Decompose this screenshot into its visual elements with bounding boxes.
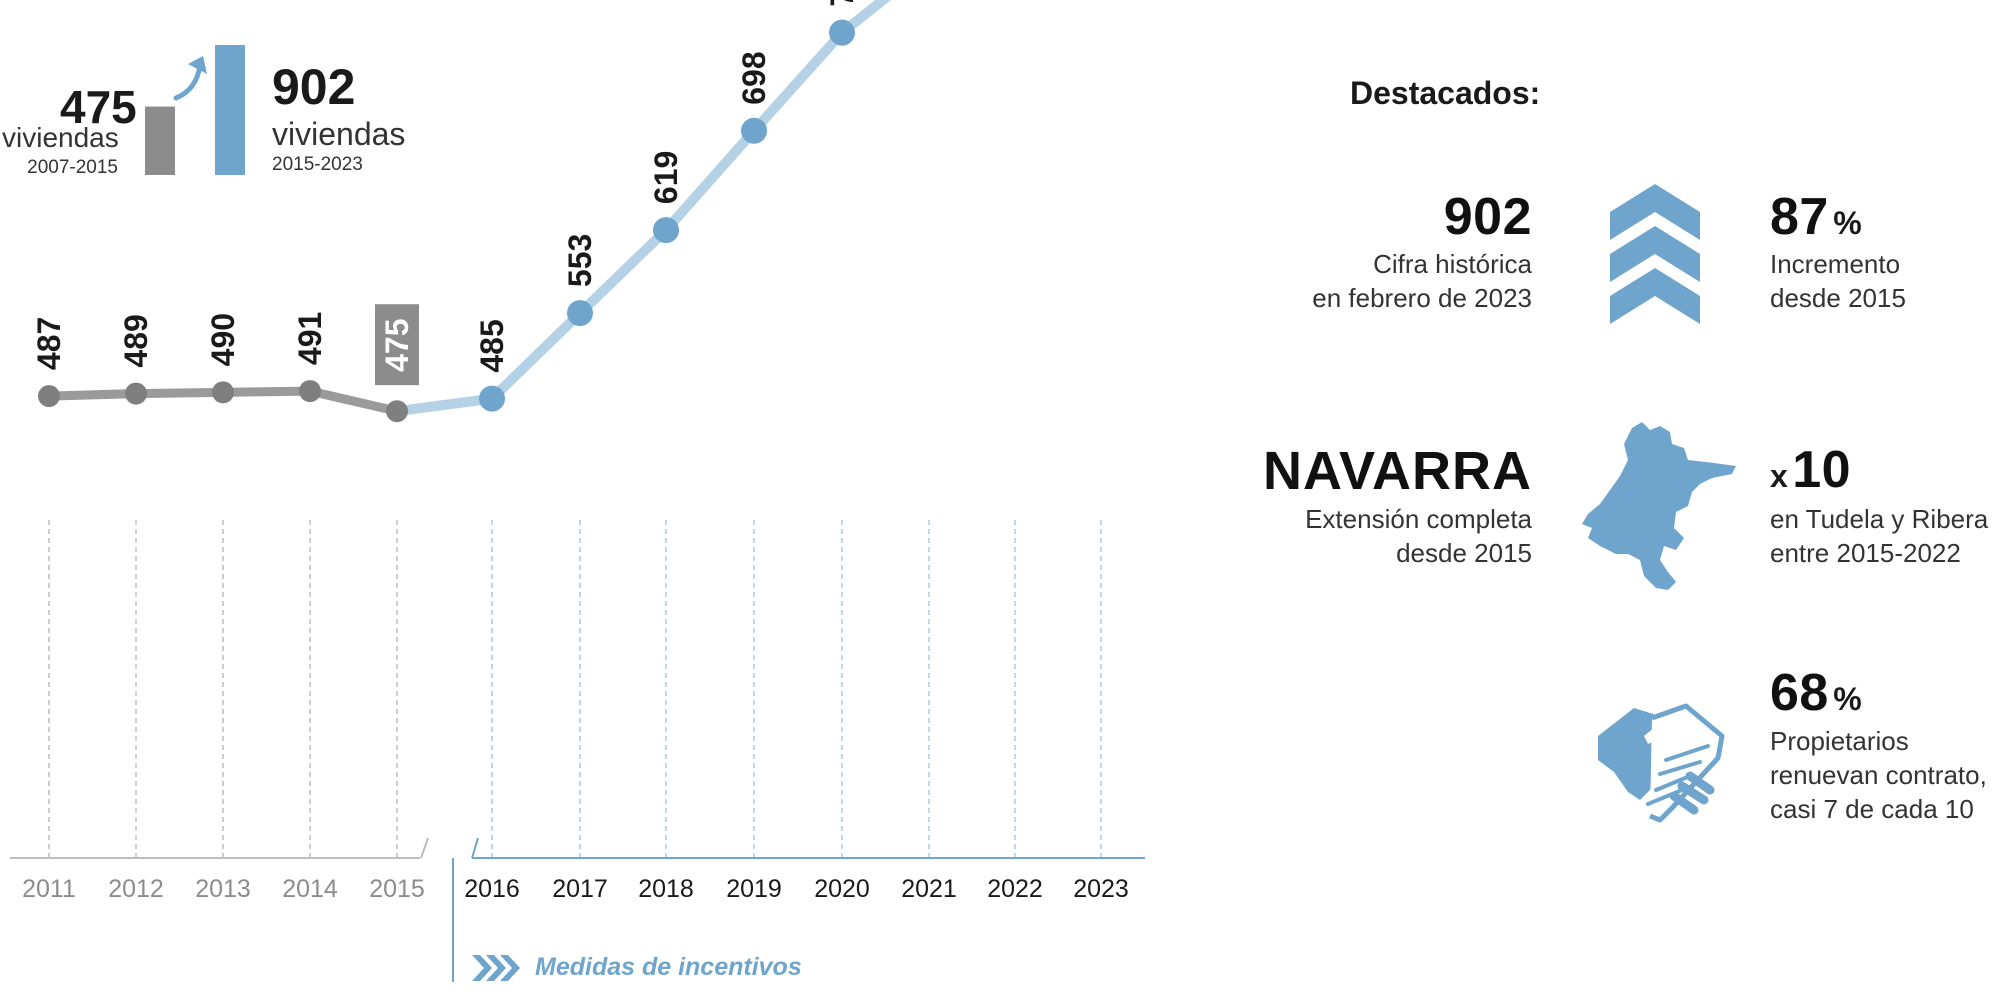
highlight-navarra-desc2: desde 2015 (1396, 538, 1532, 568)
legend-arrow-shaft (173, 63, 203, 101)
x-tick-label-2016: 2016 (464, 875, 520, 903)
x-tick-label-2023: 2023 (1073, 875, 1129, 903)
highlight-historic-value: 902 (1443, 188, 1532, 246)
data-point-2019 (741, 117, 767, 144)
x-tick-label-2022: 2022 (987, 875, 1043, 903)
highlight-historic-desc2: en febrero de 2023 (1312, 283, 1532, 313)
legend-after-label: viviendas (272, 116, 406, 152)
incentives-chevron-3 (500, 955, 520, 981)
data-point-2011 (38, 385, 60, 408)
data-point-2017 (567, 300, 593, 327)
data-point-2015 (386, 400, 408, 423)
x-tick-label-2019: 2019 (726, 875, 782, 903)
legend-arrow-head (188, 56, 207, 74)
data-point-2018 (653, 217, 679, 244)
line-chart: 4874894904914754855536196987768318899022… (10, 0, 1145, 982)
data-label-2017: 553 (562, 234, 598, 287)
data-label-2015: 475 (379, 318, 415, 371)
legend-before-years: 2007-2015 (27, 157, 118, 178)
x-tick-label-2014: 2014 (282, 875, 338, 903)
legend-after-years: 2015-2023 (272, 154, 363, 175)
legend-before-value: 475 (60, 81, 137, 133)
data-point-2020 (829, 19, 855, 46)
highlight-x10-prefix: x (1770, 458, 1788, 494)
highlight-x10: x 10 (1770, 440, 1851, 500)
highlight-increment-unit: % (1833, 205, 1862, 241)
x-tick-label-2011: 2011 (22, 875, 76, 903)
incentives-chevron-2 (486, 955, 506, 981)
chevrons-up-icon (1610, 184, 1700, 324)
data-label-2018: 619 (648, 151, 684, 204)
x-tick-label-2012: 2012 (108, 875, 164, 903)
data-point-2013 (212, 381, 234, 404)
highlight-renew-desc1: Propietarios (1770, 726, 1909, 756)
x-tick-label-2018: 2018 (638, 875, 694, 903)
x-tick-label-2013: 2013 (195, 875, 251, 903)
data-label-2011: 487 (31, 317, 67, 370)
legend-before-label: viviendas (2, 122, 119, 153)
highlight-historic-desc1: Cifra histórica (1373, 249, 1532, 279)
highlight-renew-desc3: casi 7 de cada 10 (1770, 794, 1974, 824)
data-label-box-2015 (375, 304, 419, 386)
data-label-2020: 776 (824, 0, 860, 7)
data-label-2013: 490 (205, 313, 241, 366)
highlight-x10-desc2: entre 2015-2022 (1770, 538, 1961, 568)
incentives-label: Medidas de incentivos (535, 953, 802, 981)
highlight-x10-desc1: en Tudela y Ribera (1770, 504, 1989, 534)
highlights-title: Destacados: (1350, 75, 1541, 111)
highlight-x10-number: 10 (1792, 441, 1852, 499)
highlight-renew-unit: % (1833, 681, 1862, 717)
incentives-chevron-1 (472, 955, 492, 981)
data-label-2016: 485 (474, 319, 510, 372)
highlight-navarra-value: NAVARRA (1263, 441, 1532, 501)
data-point-2012 (125, 382, 147, 405)
data-label-2014: 491 (292, 312, 328, 365)
highlight-increment-number: 87 (1770, 188, 1829, 246)
data-point-2014 (299, 380, 321, 403)
highlight-navarra-desc1: Extensión completa (1305, 504, 1532, 534)
legend-bar-2015-2023 (215, 45, 245, 175)
data-label-2012: 489 (118, 314, 154, 367)
highlight-renew-desc2: renuevan contrato, (1770, 760, 1987, 790)
highlight-renew-number: 68 (1770, 664, 1829, 722)
legend-bar-2007-2015 (145, 106, 175, 175)
x-axis-blue-start (471, 837, 479, 859)
x-tick-label-2020: 2020 (814, 875, 870, 903)
data-label-2019: 698 (736, 51, 772, 104)
handshake-icon (1598, 703, 1725, 823)
highlight-increment-desc1: Incremento (1770, 249, 1901, 279)
highlight-increment-desc2: desde 2015 (1770, 283, 1906, 313)
x-tick-label-2015: 2015 (369, 875, 425, 903)
navarra-map-icon (1582, 422, 1736, 590)
data-point-2016 (479, 385, 505, 412)
x-axis-gray-end (420, 837, 429, 859)
highlight-increment-value: 87 % (1770, 187, 1862, 247)
x-tick-label-2021: 2021 (901, 875, 957, 903)
highlight-renew: 68 % (1770, 663, 1862, 723)
x-tick-label-2017: 2017 (552, 875, 608, 903)
legend-after-value: 902 (272, 59, 356, 115)
